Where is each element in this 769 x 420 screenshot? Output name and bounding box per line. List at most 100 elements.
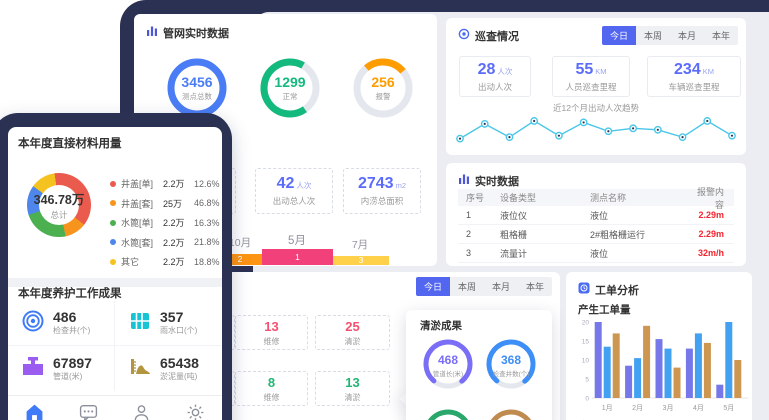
trend-line-chart	[454, 112, 738, 152]
gauge-partial	[420, 406, 476, 420]
tab-today[interactable]: 今日	[601, 26, 636, 45]
trend-title: 近12个月出动人次趋势	[553, 103, 639, 113]
silt-icon	[128, 354, 152, 383]
stat-label: 人员巡查里程	[565, 81, 617, 92]
svg-text:10: 10	[582, 357, 590, 364]
stat-box-dredge: 25 清淤	[315, 315, 390, 350]
stat-unit: KM	[595, 66, 607, 76]
stat-unit: 人次	[497, 66, 513, 76]
legend-item: 井盖[单] 2.2万 12.6%	[110, 174, 220, 194]
pipe-icon	[21, 354, 45, 383]
ring-label: 测点总数	[182, 92, 212, 101]
chart-title: 产生工单量	[578, 304, 631, 316]
patrol-period-tabs: 今日 本周 本月 本年	[601, 26, 738, 45]
section-divider	[8, 278, 222, 287]
rain-inlet-icon	[128, 309, 152, 338]
phone-bottom-nav	[8, 395, 222, 420]
svg-text:20: 20	[582, 319, 590, 326]
podium-bar: 1	[262, 249, 333, 265]
gauge-partial	[483, 406, 539, 420]
card-title: 管网实时数据	[163, 28, 229, 40]
stat-unit: 人次	[296, 181, 312, 190]
donut-legend: 井盖[单] 2.2万 12.6% 井盖[套] 25万 46.8% 水篦[单] 2…	[110, 174, 220, 272]
svg-text:3月: 3月	[663, 404, 674, 412]
stat-value: 8	[267, 374, 276, 390]
table-row[interactable]: 3 流量计 液位 32m/h	[458, 244, 734, 263]
stat-box-dispatch: 28 人次 出动人次	[459, 56, 531, 97]
stat-value: 234	[674, 60, 701, 78]
gear-icon[interactable]	[180, 403, 210, 420]
card-title: 巡查情况	[475, 31, 519, 43]
stat-value: 13	[345, 374, 360, 390]
realtime-data-card: 实时数据 序号 设备类型 测点名称 报警内容 1 液位仪 液位 2.29m 2 …	[446, 163, 746, 266]
ring-normal: 1299 正常	[258, 56, 322, 120]
patrol-card: 巡查情况 今日 本周 本月 本年 28 人次 出动人次 55 KM 人员巡查里程 2…	[446, 18, 746, 155]
stat-box-dredge2: 13 清淤	[315, 371, 390, 406]
svg-text:4月: 4月	[693, 404, 704, 412]
clock-icon	[578, 281, 590, 299]
gauge-wells: 368 检查井数(个)	[483, 336, 539, 398]
tab-year[interactable]: 本年	[711, 31, 730, 41]
gauge-pipe-length: 468 管道长(米)	[420, 336, 476, 398]
ring-value: 256	[371, 74, 395, 90]
svg-text:5: 5	[585, 376, 589, 383]
card-title: 工单分析	[595, 285, 639, 297]
podium-month-label: 10月	[228, 237, 252, 249]
tab-today[interactable]: 今日	[415, 277, 450, 296]
stat-label: 清淤	[344, 336, 361, 346]
dredge-result-card: 清淤成果 468 管道长(米) 368 检查井数(个)	[406, 310, 552, 420]
stat-unit: m2	[395, 181, 406, 190]
legend-dot	[110, 258, 116, 265]
stat-box-person-km: 55 KM 人员巡查里程	[552, 56, 630, 97]
table-row[interactable]: 2 粗格栅 2#粗格栅运行 2.29m	[458, 225, 734, 244]
tab-year[interactable]: 本年	[525, 282, 544, 292]
legend-dot	[110, 180, 116, 187]
svg-text:0: 0	[585, 395, 589, 402]
stat-label: 维修	[263, 336, 280, 346]
stat-label: 内涝总面积	[360, 196, 404, 206]
flood-period-tabs: 今日 本周 本月 本年	[415, 277, 552, 296]
material-donut-chart	[27, 173, 91, 237]
stat-label: 出动人次	[477, 81, 512, 92]
stat-box-repair2: 8 维修	[235, 371, 308, 406]
ring-total-points: 3456 测点总数	[165, 56, 229, 120]
bar-chart-icon	[146, 24, 158, 42]
ring-value: 1299	[274, 74, 306, 90]
stat-label: 出动总人次	[272, 196, 316, 206]
tab-week[interactable]: 本周	[643, 31, 662, 41]
stat-value: 13	[264, 318, 279, 334]
svg-text:5月: 5月	[723, 404, 734, 412]
stat-value: 2743	[357, 175, 394, 192]
legend-item: 水篦[套] 2.2万 21.8%	[110, 233, 220, 253]
legend-item: 水篦[单] 2.2万 16.3%	[110, 213, 220, 233]
stat-value: 42	[276, 175, 295, 192]
bar-chart-icon	[458, 172, 470, 190]
tab-week[interactable]: 本周	[457, 282, 476, 292]
user-icon[interactable]	[127, 403, 157, 420]
table-row[interactable]: 1 液位仪 液位 2.29m	[458, 206, 734, 225]
stat-box-repair: 13 维修	[235, 315, 308, 350]
table-header-row: 序号 设备类型 测点名称 报警内容	[458, 187, 734, 210]
stat-value: 55	[575, 60, 594, 78]
stat-cell: 65438 淤泥量(吨)	[115, 346, 222, 391]
home-icon[interactable]	[20, 403, 50, 420]
stat-label: 维修	[263, 392, 280, 402]
svg-text:1月: 1月	[602, 404, 613, 412]
ring-alarm: 256 报警	[351, 56, 415, 120]
chat-icon[interactable]	[73, 403, 103, 420]
stat-label: 车辆巡查里程	[668, 81, 720, 92]
tab-month[interactable]: 本月	[491, 282, 510, 292]
legend-dot	[110, 219, 116, 226]
stat-box-vehicle-km: 234 KM 车辆巡查里程	[647, 56, 741, 97]
card-title: 实时数据	[475, 176, 519, 188]
section-title: 本年度养护工作成果	[18, 288, 122, 300]
legend-item: 其它 2.2万 18.8%	[110, 252, 220, 272]
tab-month[interactable]: 本月	[677, 31, 696, 41]
legend-dot	[110, 239, 116, 246]
section-title: 本年度直接材料用量	[18, 138, 122, 150]
workorder-bar-chart: 0 5 10 15 20 1月 2月 3月 4月 5月	[574, 316, 748, 414]
legend-item: 井盖[套] 25万 46.8%	[110, 194, 220, 214]
stat-cell: 357 雨水口(个)	[115, 301, 222, 346]
